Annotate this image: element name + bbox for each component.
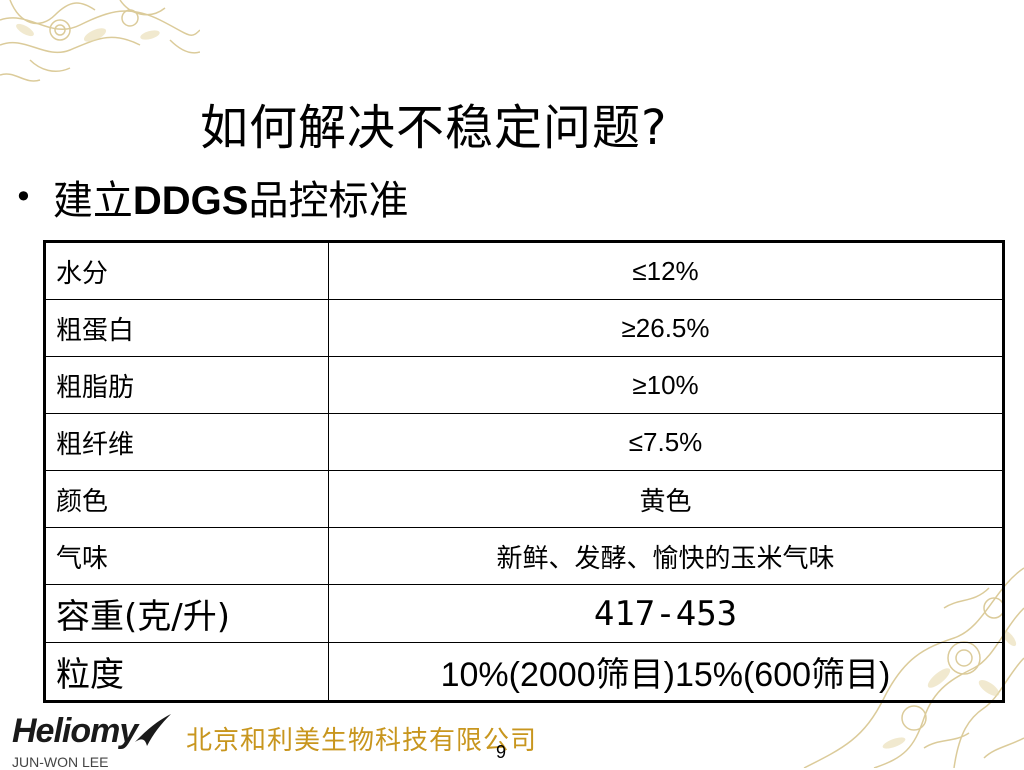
table-row: 粗脂肪 ≥10% [44, 356, 1004, 414]
row-label: 粗蛋白 [44, 299, 329, 357]
row-label: 粒度 [44, 642, 329, 702]
row-label: 粗纤维 [44, 413, 329, 471]
company-name: 北京和利美生物科技有限公司 [186, 726, 538, 756]
bullet-dot-icon: • [14, 178, 33, 216]
bullet-prefix: 建立 [52, 178, 133, 224]
quality-spec-table: 水分 ≤12% 粗蛋白 ≥26.5% 粗脂肪 ≥10% 粗纤维 ≤7.5% 颜色… [43, 240, 1005, 703]
row-value: ≤12% [328, 241, 1004, 300]
row-value: 417-453 [328, 584, 1004, 643]
slide-title: 如何解决不稳定问题? [200, 100, 668, 156]
table-row: 粒度 10%(2000筛目)15%(600筛目) [44, 642, 1004, 702]
row-value: 黄色 [328, 470, 1004, 528]
row-value: ≤7.5% [328, 413, 1004, 471]
table-row: 粗纤维 ≤7.5% [44, 413, 1004, 471]
bullet-text: 建立DDGS品控标准 [53, 168, 409, 226]
logo-wordmark: Heliomy [12, 712, 138, 750]
table-row: 容重(克/升) 417-453 [44, 584, 1004, 643]
row-value: 新鲜、发酵、愉快的玉米气味 [328, 527, 1004, 585]
floral-ornament-top-left [0, 0, 200, 82]
row-label: 容重(克/升) [44, 584, 329, 643]
row-label: 气味 [44, 527, 329, 585]
presenter-name: JUN-WON LEE [12, 754, 109, 770]
table-row: 颜色 黄色 [44, 470, 1004, 528]
row-value: 10%(2000筛目)15%(600筛目) [328, 642, 1004, 702]
page-number: 9 [496, 742, 507, 762]
company-logo: Heliomy [12, 712, 173, 751]
swoosh-icon [135, 714, 172, 746]
row-label: 粗脂肪 [44, 356, 329, 414]
table-row: 气味 新鲜、发酵、愉快的玉米气味 [44, 527, 1004, 585]
table-row: 水分 ≤12% [44, 241, 1004, 300]
table-row: 粗蛋白 ≥26.5% [44, 299, 1004, 357]
bullet-item: • 建立DDGS品控标准 [14, 168, 408, 226]
row-value: ≥26.5% [328, 299, 1004, 357]
row-value: ≥10% [328, 356, 1004, 414]
row-label: 颜色 [44, 470, 329, 528]
row-label: 水分 [44, 241, 329, 300]
bullet-latin: DDGS [132, 179, 249, 223]
bullet-suffix: 品控标准 [248, 178, 409, 224]
